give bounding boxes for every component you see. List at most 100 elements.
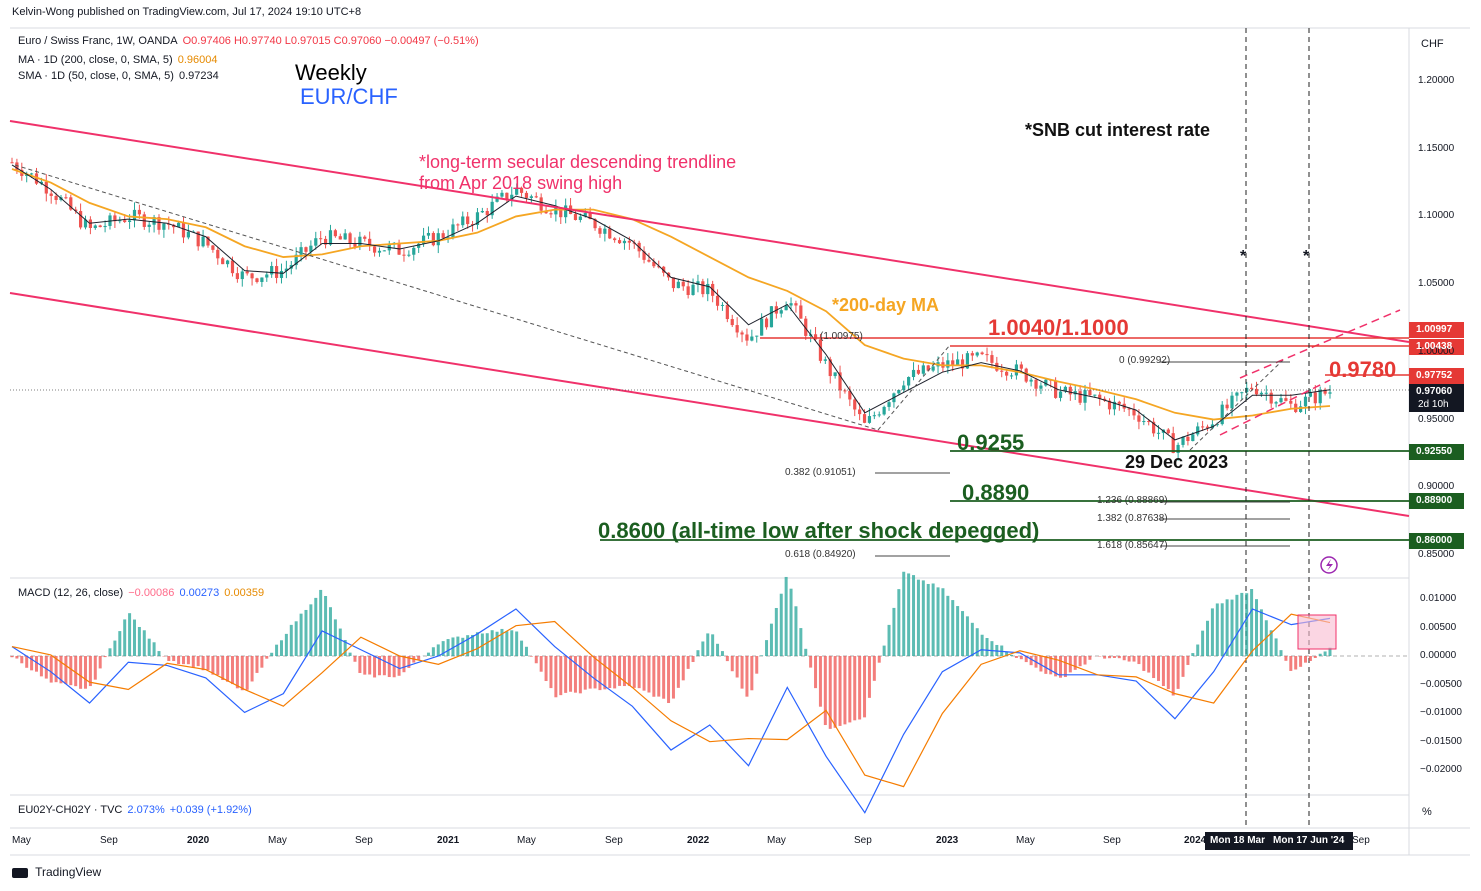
macd-bar [314, 597, 318, 656]
macd-bar [569, 656, 573, 692]
macd-bar [1103, 656, 1107, 659]
macd-bar [671, 656, 675, 699]
candle-body [69, 197, 73, 210]
badge-97060: 0.97060 [1416, 386, 1453, 397]
macd-bar [1245, 593, 1249, 656]
macd-bar [578, 656, 582, 694]
macd-bar [588, 656, 592, 689]
macd-bar [128, 613, 132, 656]
time-tick: May [767, 835, 786, 846]
candle-body [299, 247, 303, 255]
macd-bar [804, 648, 808, 656]
candle-body [1240, 392, 1244, 394]
macd-bar [515, 631, 519, 656]
macd-bar [681, 656, 685, 681]
time-tick: Sep [100, 835, 118, 846]
macd-bar [818, 656, 822, 707]
tradingview-brand[interactable]: TradingView [12, 865, 101, 879]
candle-body [240, 271, 244, 280]
candle-body [1235, 392, 1239, 396]
candle-body [1191, 434, 1195, 442]
macd-bar [642, 656, 646, 691]
macd-bar [1284, 656, 1288, 661]
bolt-icon[interactable] [1320, 556, 1338, 574]
macd-bar [1049, 656, 1053, 675]
macd-bar [965, 616, 969, 656]
badge-countdown: 2d 10h [1418, 399, 1449, 410]
macd-bar [1078, 656, 1082, 667]
chart-subtitle: EUR/CHF [300, 84, 398, 109]
time-tick: 2020 [187, 835, 210, 846]
ma200-line [11, 168, 1331, 421]
channel-upper [1239, 309, 1401, 379]
candle-body [1215, 424, 1219, 426]
macd-bar [534, 656, 538, 664]
candle-body [647, 259, 651, 262]
candle-body [784, 305, 788, 311]
macd-bar [250, 656, 254, 682]
time-tick: May [517, 835, 536, 846]
sma50-legend[interactable]: SMA · 1D (50, close, 0, SMA, 5) 0.97234 [18, 70, 221, 82]
candle-body [1313, 392, 1317, 404]
candle-body [931, 366, 935, 371]
currency-label[interactable]: CHF [1421, 38, 1444, 50]
sma50-label: SMA · 1D (50, close, 0, SMA, 5) [18, 70, 174, 82]
candle-body [608, 228, 612, 239]
candle-body [794, 303, 798, 306]
candle-body [382, 250, 386, 252]
candle-body [157, 217, 161, 230]
macd-bar [294, 621, 298, 656]
macd-bar [324, 596, 328, 656]
candle-body [730, 319, 734, 326]
macd-bar [907, 573, 911, 656]
macd-legend[interactable]: MACD (12, 26, close) −0.00086 0.00273 0.… [18, 587, 266, 599]
macd-bar [1304, 656, 1308, 663]
time-tick: May [1016, 835, 1035, 846]
macd-bar [461, 637, 465, 656]
time-tick: 2022 [687, 835, 710, 846]
macd-bar [1073, 656, 1077, 670]
macd-bar [152, 642, 156, 656]
candle-body [328, 230, 333, 245]
macd-bar [181, 656, 185, 665]
candle-body [1073, 391, 1077, 395]
symbol-legend[interactable]: Euro / Swiss Franc, 1W, OANDA O0.97406 H… [18, 35, 481, 47]
candle-body [206, 236, 210, 246]
macd-bar [1318, 653, 1322, 656]
price-tick: 1.10000 [1418, 210, 1455, 222]
candle-body [412, 247, 416, 255]
candle-body [657, 266, 661, 268]
macd-bar [529, 656, 533, 657]
candle-body [823, 359, 827, 361]
candle-body [559, 207, 563, 218]
candle-body [862, 414, 867, 423]
macd-bar [1191, 653, 1195, 656]
candle-body [838, 372, 842, 391]
candle-body [1318, 389, 1322, 404]
ma200-legend[interactable]: MA · 1D (200, close, 0, SMA, 5) 0.96004 [18, 54, 220, 66]
macd-bar [240, 656, 244, 691]
macd-bar [1308, 656, 1312, 661]
macd-bar [142, 630, 146, 656]
macd-bar [147, 638, 151, 656]
candle-body [201, 236, 205, 247]
candle-body [853, 399, 857, 410]
candle-body [421, 235, 426, 244]
macd-tick: 0.01000 [1420, 593, 1457, 604]
candle-body [897, 390, 901, 394]
time-tick: Sep [355, 835, 373, 846]
macd-bar [363, 656, 367, 675]
candle-body [926, 365, 930, 371]
candle-body [1225, 404, 1229, 409]
candle-body [368, 238, 372, 247]
candle-body [1088, 390, 1092, 396]
eu02y-legend[interactable]: EU02Y-CH02Y · TVC 2.073% +0.039 (+1.92%) [18, 804, 254, 816]
macd-bar [1108, 656, 1112, 659]
candle-body [348, 233, 352, 244]
candle-body [279, 270, 284, 278]
candle-body [848, 390, 852, 400]
candle-body [49, 193, 53, 196]
macd-tick: 0.00000 [1420, 650, 1457, 661]
candle-body [1019, 364, 1023, 369]
